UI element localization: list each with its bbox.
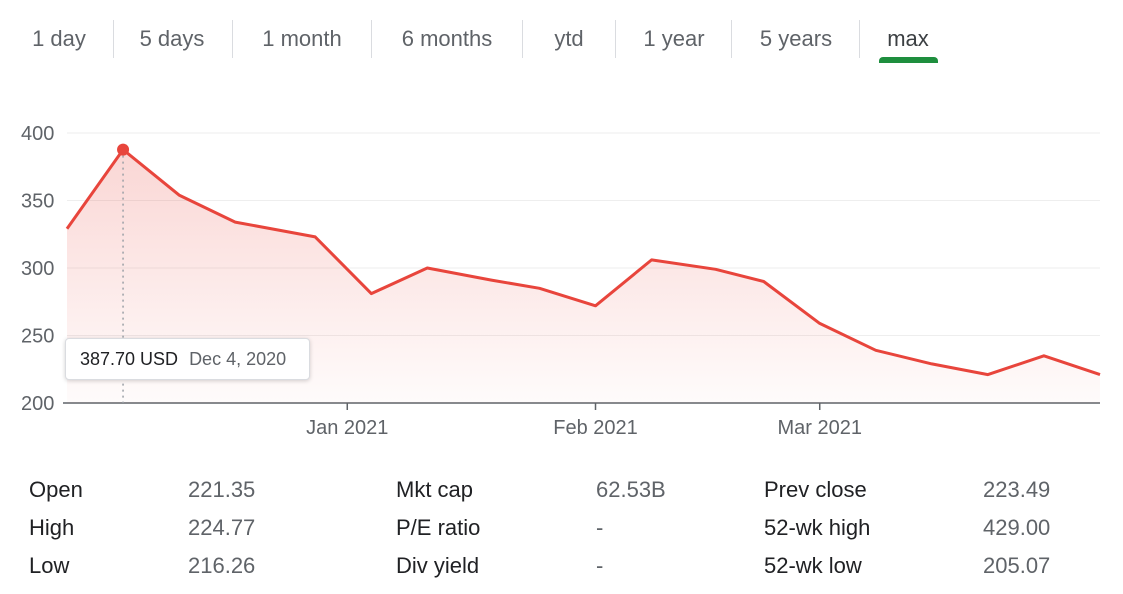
data-point (930, 362, 934, 366)
tab-divider (731, 20, 732, 58)
stat-label-div-yield: Div yield (396, 553, 480, 578)
data-point (313, 235, 317, 239)
tab-ytd[interactable]: ytd (554, 26, 584, 51)
data-point (762, 280, 766, 284)
hover-point (117, 143, 130, 156)
stat-label-pe-ratio: P/E ratio (396, 515, 481, 540)
stat-label-low: Low (29, 553, 70, 578)
tab-1-month[interactable]: 1 month (262, 26, 342, 51)
data-point (425, 266, 429, 270)
stat-label-52wk-high: 52-wk high (764, 515, 871, 540)
y-tick-label: 350 (21, 191, 54, 213)
data-point (1098, 373, 1102, 377)
stat-value-div-yield: - (596, 553, 604, 578)
price-line (65, 148, 1101, 377)
tab-1-day[interactable]: 1 day (32, 26, 86, 51)
tab-divider (371, 20, 372, 58)
tab-1-year[interactable]: 1 year (643, 26, 705, 51)
stat-value-pe-ratio: - (596, 515, 604, 540)
stat-value-prev-close: 223.49 (983, 477, 1051, 502)
stat-label-mkt-cap: Mkt cap (396, 477, 474, 502)
stat-value-low: 216.26 (188, 553, 256, 578)
price-area (67, 149, 1100, 403)
data-point (369, 292, 373, 296)
stat-value-mkt-cap: 62.53B (596, 477, 666, 502)
stat-label-52wk-low: 52-wk low (764, 553, 862, 578)
tab-divider (113, 20, 114, 58)
data-point (233, 220, 237, 224)
data-point (986, 373, 990, 377)
tab-divider (522, 20, 523, 58)
stat-label-high: High (29, 515, 75, 540)
price-tooltip: 387.70 USD Dec 4, 2020 (65, 338, 310, 380)
x-tick-label: Feb 2021 (553, 417, 638, 439)
tab-6-months[interactable]: 6 months (401, 26, 493, 51)
price-chart[interactable]: 200 250 300 350 400 Jan 2021 Feb 2021 Mar 2021 (0, 100, 1123, 445)
tab-5-days[interactable]: 5 days (139, 26, 205, 51)
active-tab-indicator (879, 57, 938, 63)
data-point (489, 278, 493, 282)
data-point (594, 304, 598, 308)
y-tick-label: 400 (21, 123, 54, 145)
data-point (65, 227, 69, 231)
stat-value-52wk-low: 205.07 (983, 553, 1051, 578)
y-tick-label: 200 (21, 393, 54, 415)
tab-divider (232, 20, 233, 58)
x-tick-label: Jan 2021 (306, 417, 388, 439)
tab-max[interactable]: max (887, 26, 929, 51)
range-tabs: 1 day 5 days 1 month 6 months ytd 1 year… (0, 0, 1123, 64)
data-point (714, 267, 718, 271)
data-point (177, 193, 181, 197)
data-point (1042, 354, 1046, 358)
tooltip-price: 387.70 USD (80, 348, 179, 369)
x-tick-label: Mar 2021 (777, 417, 862, 439)
stat-value-52wk-high: 429.00 (983, 515, 1051, 540)
stat-value-open: 221.35 (188, 477, 256, 502)
data-point (650, 258, 654, 262)
y-tick-label: 250 (21, 326, 54, 348)
tab-divider (859, 20, 860, 58)
data-point (818, 321, 822, 325)
tab-5-years[interactable]: 5 years (759, 26, 833, 51)
data-point (537, 286, 541, 290)
stat-label-open: Open (29, 477, 83, 502)
tab-divider (615, 20, 616, 58)
y-tick-label: 300 (21, 258, 54, 280)
data-point (874, 348, 878, 352)
stat-label-prev-close: Prev close (764, 477, 867, 502)
tooltip-date: Dec 4, 2020 (189, 348, 287, 369)
stat-value-high: 224.77 (188, 515, 256, 540)
